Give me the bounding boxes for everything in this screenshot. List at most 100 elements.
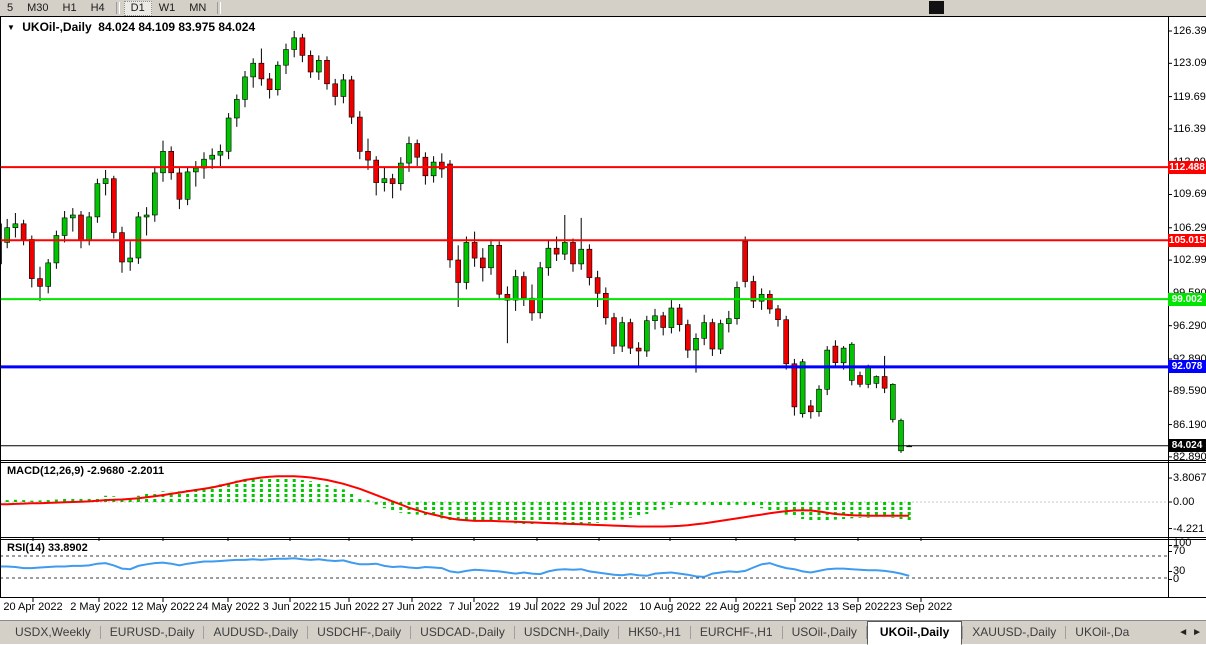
candle-body <box>660 315 667 328</box>
candle-body <box>643 320 650 352</box>
macd-indicator-label: MACD(12,26,9) -2.9680 -2.2011 <box>7 465 165 477</box>
candle-body <box>561 242 568 255</box>
date-axis-label: 12 May 2022 <box>131 601 195 613</box>
timeframe-button-h4[interactable]: H4 <box>90 1 105 14</box>
candle-body <box>734 287 740 319</box>
tab-separator <box>618 626 620 639</box>
timeframe-button-h1[interactable]: H1 <box>62 1 77 14</box>
tab-scroll-controls: ◄ ► <box>1178 627 1206 638</box>
rsi-axis-tick: 0 <box>1173 573 1180 585</box>
timeframe-button-mn[interactable]: MN <box>189 1 207 14</box>
tab-usdx-weekly[interactable]: USDX,Weekly <box>15 625 91 639</box>
price-axis-tick: 82.890 <box>1173 450 1206 463</box>
candle-body <box>570 242 576 265</box>
tab-ukoil-daily[interactable]: UKOil-,Daily <box>866 620 963 645</box>
price-line-badge-112.488: 112.488 <box>1168 161 1206 174</box>
price-axis-tick: 116.390 <box>1173 122 1206 135</box>
candle-body <box>61 217 68 236</box>
price-axis-tick: 123.090 <box>1173 57 1206 70</box>
timeframe-button-5[interactable]: 5 <box>7 1 14 14</box>
date-axis-label: 27 Jun 2022 <box>381 601 443 613</box>
tab-eurusd-daily[interactable]: EURUSD-,Daily <box>109 625 195 639</box>
candle-body <box>143 214 150 218</box>
candle-body <box>168 151 174 174</box>
tab-ukoil-da[interactable]: UKOil-,Da <box>1075 625 1130 639</box>
chart-title: ▼ UKOil-,Daily 84.024 84.109 83.975 84.0… <box>7 20 255 34</box>
tab-usdcnh-daily[interactable]: USDCNH-,Daily <box>523 625 610 639</box>
tab-usdcad-daily[interactable]: USDCAD-,Daily <box>420 625 505 639</box>
candle-body <box>627 322 634 349</box>
candle-body <box>766 293 773 310</box>
candle-body <box>586 248 593 278</box>
tab-separator <box>203 626 205 639</box>
macd-axis-tick: 0.00 <box>1173 496 1195 508</box>
date-axis-label: 3 Jun 2022 <box>262 601 318 613</box>
price-axis-tick: 106.290 <box>1173 221 1206 234</box>
date-axis-label: 24 May 2022 <box>196 601 260 613</box>
date-axis-label: 19 Jul 2022 <box>508 601 566 613</box>
candle-body <box>20 223 27 240</box>
candle-body <box>94 183 101 218</box>
tab-separator <box>1065 626 1067 639</box>
chart-symbol-label: UKOil-,Daily <box>22 20 92 34</box>
candle-body <box>430 161 437 177</box>
candle-body <box>611 317 617 347</box>
candle-body <box>78 214 84 241</box>
tab-hk50-h1[interactable]: HK50-,H1 <box>628 625 681 639</box>
candle-body <box>471 242 478 259</box>
tab-audusd-daily[interactable]: AUDUSD-,Daily <box>213 625 299 639</box>
candle-body <box>799 361 806 414</box>
tab-xauusd-daily[interactable]: XAUUSD-,Daily <box>972 625 1057 639</box>
candle-body <box>340 79 347 97</box>
timeframe-button-d1[interactable]: D1 <box>123 0 152 16</box>
price-axis-tick: 102.990 <box>1173 254 1206 267</box>
candle-body <box>898 420 904 452</box>
candle-body <box>709 322 716 350</box>
candle-body <box>135 216 142 259</box>
price-line-badge-84.024: 84.024 <box>1168 439 1206 452</box>
candle-body <box>86 216 92 241</box>
tab-separator <box>689 626 691 639</box>
candle-body <box>553 247 560 255</box>
tab-separator <box>962 626 964 639</box>
candle-body <box>520 276 527 299</box>
tab-eurchf-h1[interactable]: EURCHF-,H1 <box>699 625 773 639</box>
toolbar-dark-button[interactable] <box>929 1 944 14</box>
candle-body <box>225 117 232 152</box>
symbol-tab-bar: USDX,Weekly EURUSD-,Daily AUDUSD-,Daily USD… <box>0 620 1206 645</box>
price-axis-tick: 109.690 <box>1173 188 1206 201</box>
date-axis-label: 1 Sep 2022 <box>766 601 824 613</box>
candle-body <box>725 318 732 324</box>
tab-usdchf-daily[interactable]: USDCHF-,Daily <box>317 625 402 639</box>
rsi-line <box>0 557 910 578</box>
timeframe-button-w1[interactable]: W1 <box>158 1 176 14</box>
candle-body <box>332 83 339 97</box>
scroll-right-icon[interactable]: ► <box>1192 627 1202 638</box>
price-axis-tick: 86.190 <box>1173 418 1206 431</box>
candle-body <box>397 162 404 185</box>
timeframe-button-m30[interactable]: M30 <box>27 1 49 14</box>
tab-separator <box>865 626 867 639</box>
candle-body <box>881 376 888 389</box>
candle-body <box>373 159 380 183</box>
candle-body <box>447 163 453 261</box>
collapse-triangle-icon[interactable]: ▼ <box>7 23 15 32</box>
tab-separator <box>513 626 515 639</box>
macd-axis-tick: 3.8067 <box>1173 472 1206 485</box>
tab-separator <box>307 626 309 639</box>
candle-body <box>545 247 552 269</box>
price-axis-tick: 96.290 <box>1173 319 1206 332</box>
candle-body <box>209 154 215 160</box>
candle-body <box>160 151 166 174</box>
candle-body <box>184 171 191 200</box>
tab-usoil-daily[interactable]: USOil-,Daily <box>791 625 857 639</box>
candle-body <box>602 292 609 319</box>
date-axis-label: 29 Jul 2022 <box>570 601 628 613</box>
candle-body <box>512 276 519 301</box>
candle-body <box>414 143 421 158</box>
candle-body <box>381 178 388 183</box>
candle-body <box>693 337 699 351</box>
candle-body <box>438 161 445 170</box>
scroll-left-icon[interactable]: ◄ <box>1178 627 1189 638</box>
